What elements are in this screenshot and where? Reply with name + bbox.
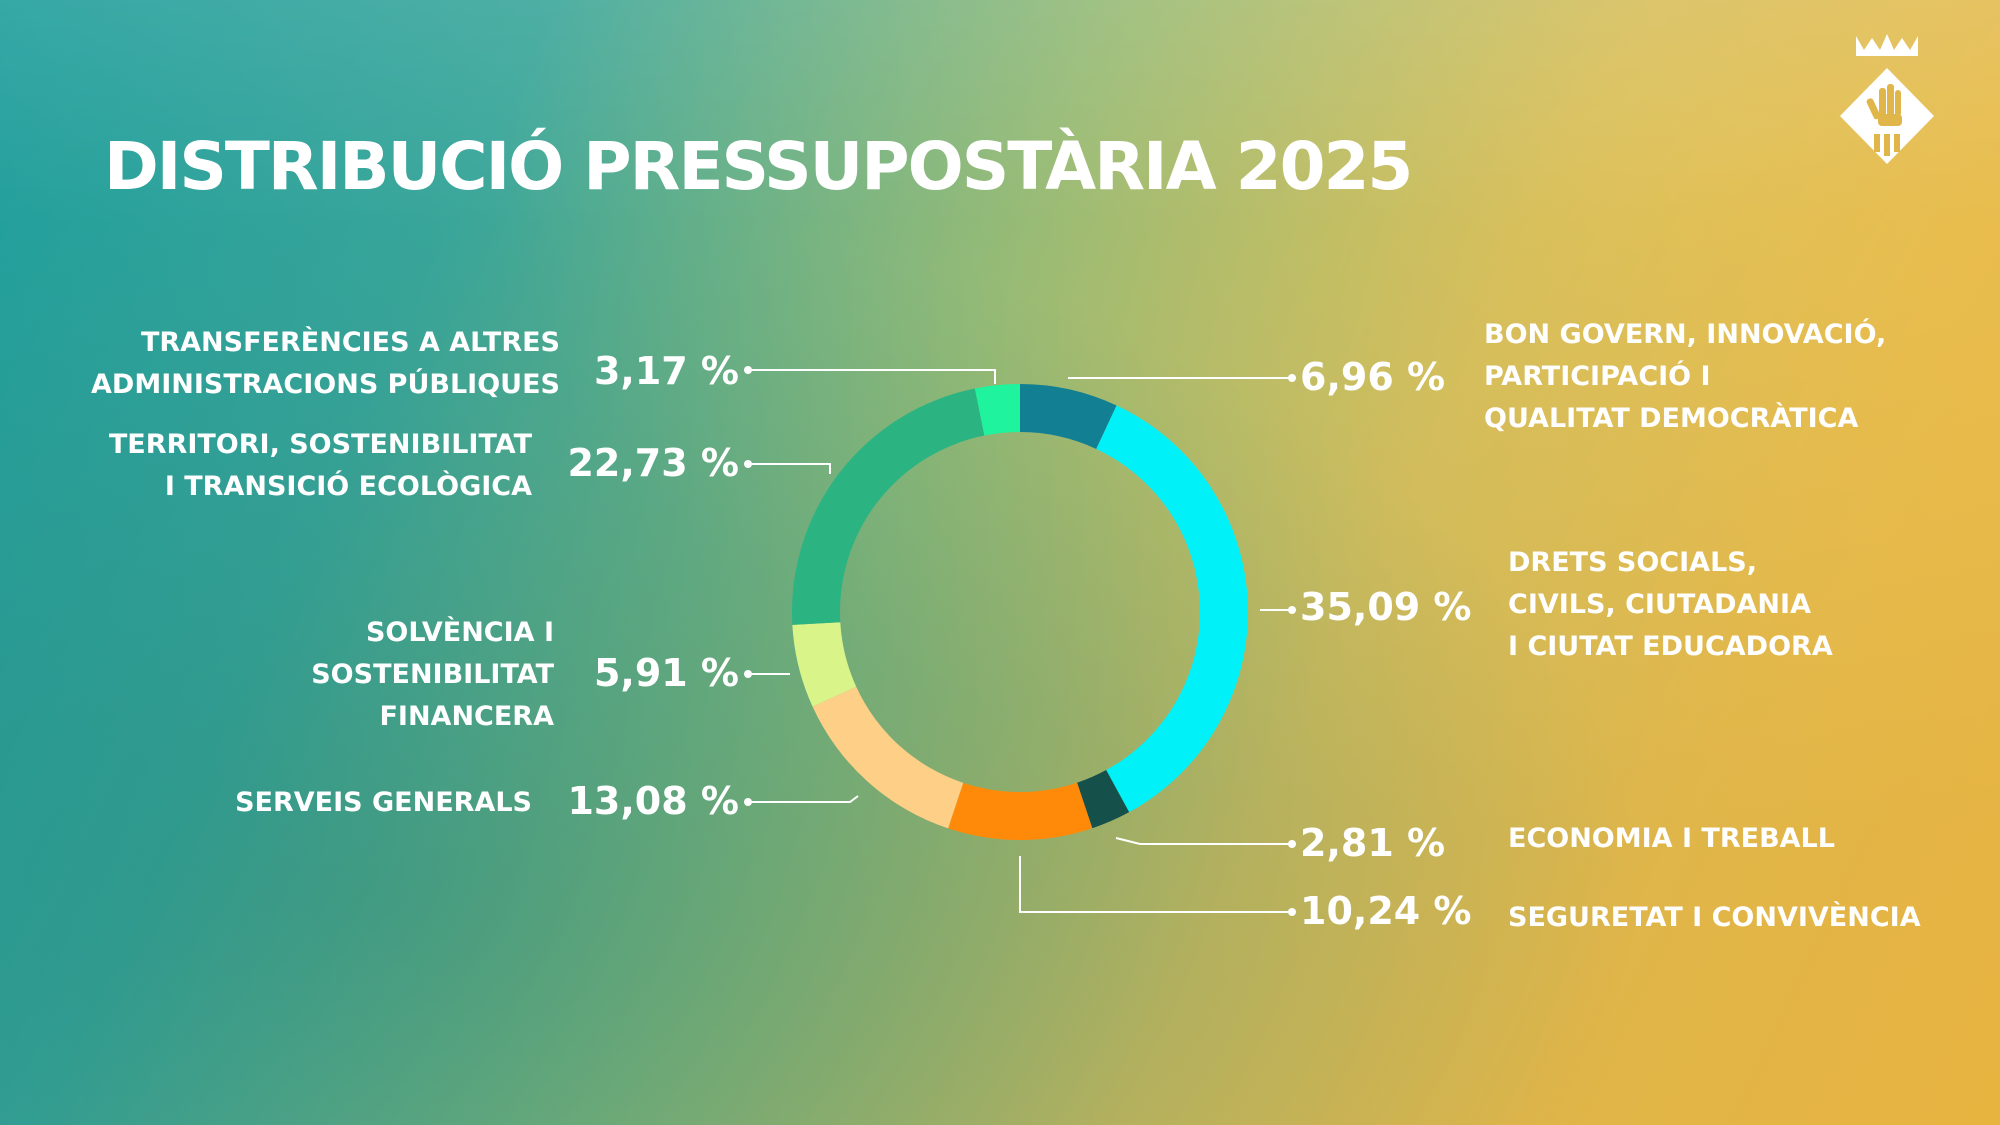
donut-slice-serveis [812, 686, 964, 829]
leader-dot-drets-socials [1288, 606, 1296, 614]
leader-dot-bon-govern [1288, 374, 1296, 382]
donut-slice-bon-govern [1020, 384, 1117, 449]
leader-line-seguretat [1019, 856, 1292, 913]
page-title: DISTRIBUCIÓ PRESSUPOSTÀRIA 2025 [104, 128, 1413, 205]
category-label-transferencies: TRANSFERÈNCIES A ALTRES ADMINISTRACIONS … [91, 327, 560, 400]
value-label-solvencia: 5,91 % [593, 651, 739, 695]
donut-slice-solvencia [792, 622, 857, 707]
leader-line-territori [748, 463, 831, 474]
value-label-economia: 2,81 % [1300, 821, 1446, 865]
leader-dot-economia [1288, 840, 1296, 848]
donut-slice-territori [792, 388, 985, 625]
value-label-transferencies: 3,17 % [593, 349, 739, 393]
category-label-solvencia: SOLVÈNCIA I SOSTENIBILITAT FINANCERA [311, 617, 554, 732]
leader-dot-transferencies [744, 366, 752, 374]
leader-dot-seguretat [1288, 908, 1296, 916]
value-label-serveis: 13,08 % [567, 779, 739, 823]
leader-dot-serveis [744, 798, 752, 806]
leader-line-economia [1115, 837, 1292, 845]
donut-slice-economia [1077, 770, 1130, 829]
category-label-bon-govern: BON GOVERN, INNOVACIÓ, PARTICIPACIÓ I QU… [1484, 319, 1887, 434]
category-label-seguretat: SEGURETAT I CONVIVÈNCIA [1508, 902, 1921, 933]
category-label-economia: ECONOMIA I TREBALL [1508, 823, 1835, 854]
value-label-bon-govern: 6,96 % [1300, 355, 1446, 399]
leader-line-transferencies [748, 369, 996, 384]
category-label-drets-socials: DRETS SOCIALS, CIVILS, CIUTADANIA I CIUT… [1508, 547, 1833, 662]
donut-slice-drets-socials [1096, 405, 1249, 813]
donut-slice-seguretat [948, 782, 1093, 840]
leader-dot-solvencia [744, 670, 752, 678]
donut-slice-transferencies [974, 384, 1020, 436]
value-label-seguretat: 10,24 % [1300, 889, 1472, 933]
coat-of-arms-icon [1840, 34, 1934, 164]
value-label-drets-socials: 35,09 % [1300, 585, 1472, 629]
leader-line-serveis [748, 795, 859, 803]
value-label-territori: 22,73 % [567, 441, 739, 485]
leader-dot-territori [744, 460, 752, 468]
category-label-serveis: SERVEIS GENERALS [235, 787, 532, 818]
category-label-territori: TERRITORI, SOSTENIBILITAT I TRANSICIÓ EC… [108, 429, 532, 502]
